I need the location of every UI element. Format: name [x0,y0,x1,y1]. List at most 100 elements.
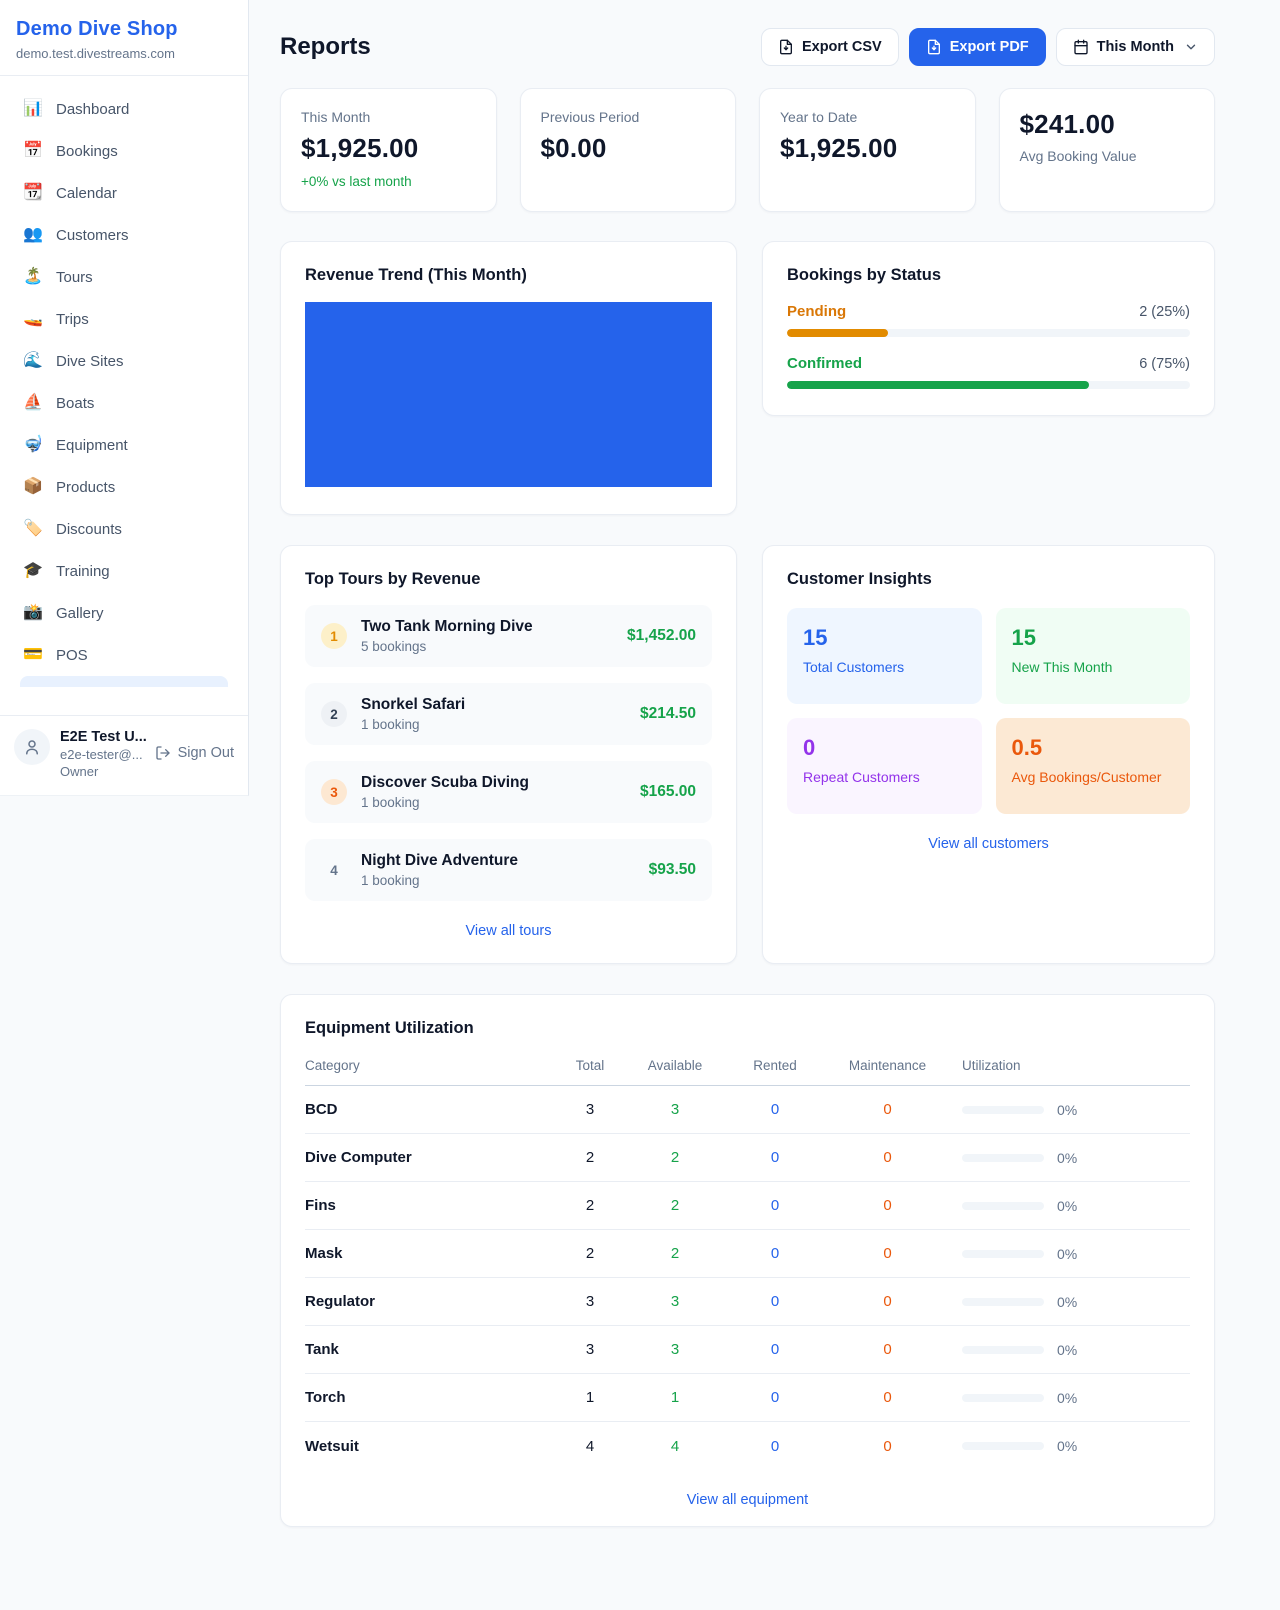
cell-category: Mask [305,1245,343,1262]
stat-label: Previous Period [540,109,640,125]
stat-label: Avg Booking Value [1019,148,1137,164]
column-header-total: Total [575,1058,605,1073]
tile-value: 0.5 [1011,735,1043,760]
tour-bookings: 1 booking [361,717,420,732]
sidebar-item-label: Products [56,478,116,496]
sidebar-item-pos[interactable]: 💳 POS [10,634,238,676]
cell-rented: 0 [770,1341,780,1358]
cell-available: 3 [670,1101,680,1118]
cell-total: 3 [585,1293,595,1310]
page-title: Reports [280,33,371,60]
export-pdf-button[interactable]: Export PDF [908,28,1046,66]
export-csv-button[interactable]: Export CSV [760,28,899,66]
sign-out-button[interactable]: Sign Out [155,745,234,761]
sidebar-item-customers[interactable]: 👥 Customers [10,214,238,256]
sidebar-item-bookings[interactable]: 📅 Bookings [10,130,238,172]
view-all-customers-link[interactable]: View all customers [928,836,1049,852]
utilization-bar [962,1201,1044,1210]
calendar-date-icon: 📅 [23,142,43,159]
cell-available: 2 [670,1245,680,1262]
export-pdf-label: Export PDF [949,39,1029,55]
status-bar-track [787,329,1190,337]
sidebar-item-dashboard[interactable]: 📊 Dashboard [10,88,238,130]
stat-delta: +0% vs last month [301,174,412,189]
sidebar-nav: 📊 Dashboard 📅 Bookings 📆 Calendar 👥 Cust… [0,76,248,715]
file-download-icon [927,39,940,55]
stats-row: This Month $1,925.00 +0% vs last month P… [280,88,1215,212]
column-header-utilization: Utilization [962,1058,1021,1073]
utilization-bar [962,1297,1044,1306]
table-row: Tank 3 3 0 0 0% [305,1326,1190,1374]
tile-avg-bookings-customer: 0.5 Avg Bookings/Customer [995,718,1190,814]
utilization-percent: 0% [1057,1197,1078,1214]
column-header-maintenance: Maintenance [848,1058,927,1073]
people-icon: 👥 [23,226,43,243]
cell-maintenance: 0 [883,1101,892,1118]
tile-new-this-month: 15 New This Month [995,608,1190,704]
top-tours-title: Top Tours by Revenue [305,570,481,588]
sidebar-item-reports-active-partial[interactable] [20,676,228,687]
cell-maintenance: 0 [883,1245,892,1262]
sidebar-item-tours[interactable]: 🏝️ Tours [10,256,238,298]
cell-total: 1 [585,1389,595,1406]
utilization-percent: 0% [1057,1245,1078,1262]
utilization-percent: 0% [1057,1101,1078,1118]
customer-insights-card: Customer Insights 15 Total Customers 15 … [762,545,1215,964]
tour-bookings: 5 bookings [361,639,427,654]
view-all-tours-link[interactable]: View all tours [465,923,552,939]
chevron-down-icon [1186,44,1196,50]
tour-name: Snorkel Safari [361,696,466,713]
cell-maintenance: 0 [883,1341,892,1358]
label-tag-icon: 🏷️ [23,520,43,537]
rank-badge: 4 [330,862,338,878]
utilization-bar [962,1105,1044,1114]
cell-rented: 0 [770,1245,780,1262]
revenue-trend-chart [305,302,712,487]
stat-value: $1,925.00 [301,133,419,163]
revenue-trend-title: Revenue Trend (This Month) [305,266,527,284]
sidebar-item-dive-sites[interactable]: 🌊 Dive Sites [10,340,238,382]
sidebar-item-label: Discounts [56,520,122,538]
cell-utilization: 0% [950,1150,1190,1166]
status-row-confirmed: Confirmed 6 (75%) [787,355,1190,389]
sidebar-item-products[interactable]: 📦 Products [10,466,238,508]
revenue-trend-card: Revenue Trend (This Month) [280,241,737,515]
cell-rented: 0 [770,1197,780,1214]
user-name: E2E Test U... [60,729,147,745]
shop-name[interactable]: Demo Dive Shop [16,18,178,40]
package-icon: 📦 [23,478,43,495]
tile-value: 15 [803,625,828,650]
cell-utilization: 0% [950,1390,1190,1406]
stat-card-avg-booking-value: $241.00 Avg Booking Value [998,88,1215,212]
tour-name: Two Tank Morning Dive [361,618,533,635]
sidebar-item-trips[interactable]: 🚤 Trips [10,298,238,340]
cell-available: 2 [670,1197,680,1214]
sidebar-item-training[interactable]: 🎓 Training [10,550,238,592]
cell-available: 1 [670,1389,680,1406]
sidebar-item-discounts[interactable]: 🏷️ Discounts [10,508,238,550]
sidebar-item-calendar[interactable]: 📆 Calendar [10,172,238,214]
tour-name: Discover Scuba Diving [361,774,529,791]
sidebar-item-label: POS [56,646,88,664]
utilization-bar [962,1153,1044,1162]
table-row: Fins 2 2 0 0 0% [305,1182,1190,1230]
tear-off-calendar-icon: 📆 [23,184,43,201]
cell-total: 2 [585,1149,595,1166]
cell-category: Tank [305,1341,339,1358]
sidebar-item-gallery[interactable]: 📸 Gallery [10,592,238,634]
sailboat-icon: ⛵ [23,394,43,411]
equipment-table-header: Category Total Available Rented Maintena… [305,1058,1190,1086]
equipment-utilization-title: Equipment Utilization [305,1019,474,1037]
sidebar-item-label: Equipment [56,436,128,454]
sidebar-item-boats[interactable]: ⛵ Boats [10,382,238,424]
sidebar-user-section: E2E Test U... e2e-tester@... Owner Sign … [0,715,248,795]
utilization-bar [962,1393,1044,1402]
sidebar-item-label: Tours [56,268,93,286]
utilization-bar [962,1345,1044,1354]
cell-utilization: 0% [950,1102,1190,1118]
sidebar-item-equipment[interactable]: 🤿 Equipment [10,424,238,466]
view-all-equipment-link[interactable]: View all equipment [686,1492,809,1508]
tour-row: 3 Discover Scuba Diving 1 booking $165.0… [305,761,712,823]
tour-row: 4 Night Dive Adventure 1 booking $93.50 [305,839,712,901]
period-selector[interactable]: This Month [1055,28,1215,66]
